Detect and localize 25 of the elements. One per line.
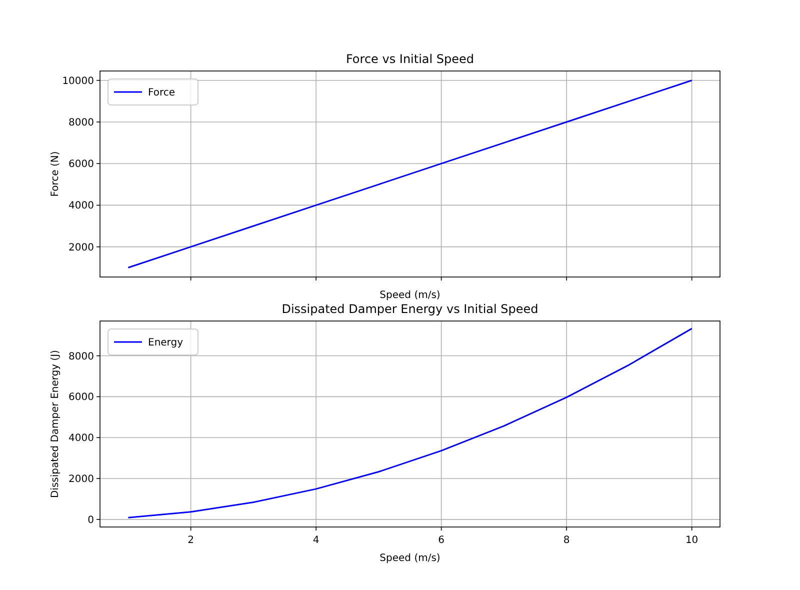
y-tick-label: 6000 — [68, 159, 94, 170]
y-axis-title: Dissipated Damper Energy (J) — [50, 350, 61, 498]
line-series — [127, 80, 693, 268]
y-tick-label: 0 — [88, 514, 94, 526]
y-tick-label: 2000 — [68, 242, 94, 254]
y-tick-label: 8000 — [68, 117, 94, 128]
legend-label: Energy — [148, 338, 184, 348]
x-axis-title: Speed (m/s) — [380, 553, 440, 564]
chart-title: Dissipated Damper Energy vs Initial Speed — [282, 302, 538, 316]
x-tick-label: 2 — [188, 535, 194, 546]
y-axis-title: Force (N) — [50, 151, 61, 197]
x-tick-label: 4 — [312, 535, 320, 546]
y-tick-label: 10000 — [62, 76, 94, 87]
y-tick-label: 2000 — [68, 474, 94, 486]
x-tick-label: 8 — [563, 535, 570, 546]
x-tick-label: 6 — [438, 535, 444, 546]
legend-label: Force — [148, 88, 176, 98]
chart-title: Force vs Initial Speed — [346, 52, 474, 66]
y-tick-label: 6000 — [68, 392, 94, 404]
x-tick-label: 10 — [685, 535, 698, 546]
y-tick-label: 4000 — [68, 200, 94, 212]
x-axis-title: Speed (m/s) — [380, 290, 440, 301]
line-series — [127, 328, 693, 518]
y-tick-label: 4000 — [68, 433, 94, 444]
y-tick-label: 8000 — [68, 351, 94, 362]
